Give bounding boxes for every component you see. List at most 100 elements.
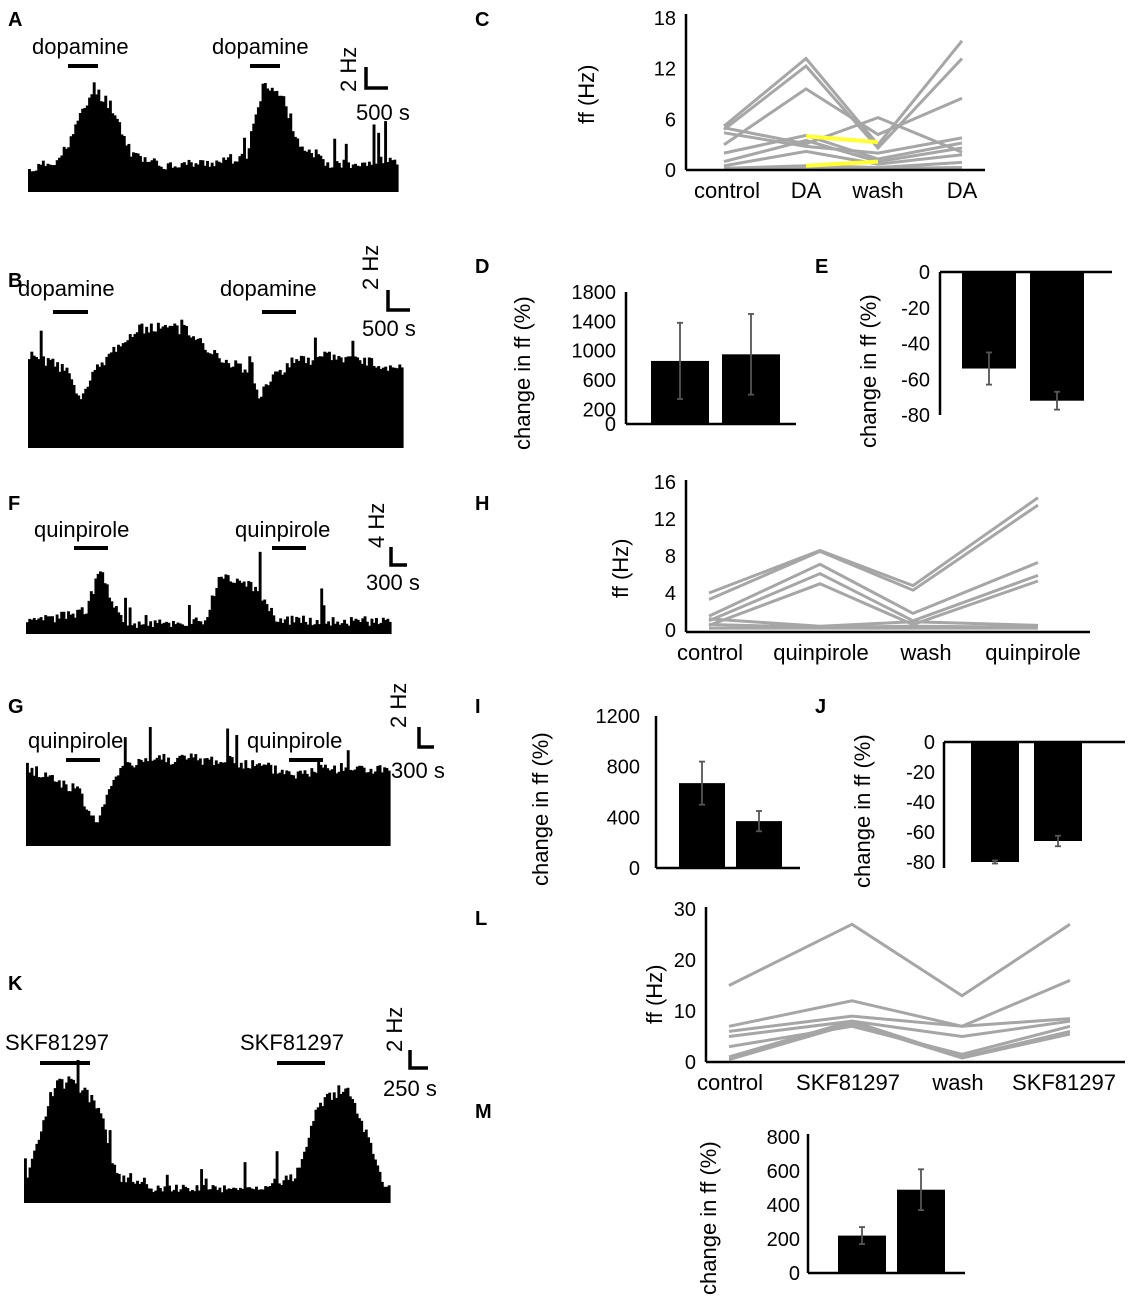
histogram-bin: [250, 362, 254, 448]
histogram-bin: [49, 359, 53, 448]
histogram-bin: [166, 327, 170, 448]
histogram-bin: [83, 1087, 87, 1203]
y-tick-label: 0: [665, 160, 676, 182]
histogram-bin: [262, 386, 266, 448]
histogram-bin: [275, 90, 279, 192]
histogram-bin: [295, 616, 299, 634]
histogram-bin: [326, 768, 330, 846]
histogram-bin: [236, 161, 240, 192]
histogram-bin: [83, 614, 86, 634]
histogram-bin: [369, 1142, 373, 1203]
x-tick-label: DA: [791, 178, 822, 203]
y-tick-label: 600: [583, 370, 616, 392]
panel-f-scale-bar: [389, 547, 407, 567]
histogram-bin: [319, 764, 323, 846]
histogram-bin: [368, 625, 372, 634]
histogram-bin: [123, 737, 127, 846]
histogram-bin: [296, 771, 300, 846]
panel-c-xticks: control DA wash DA: [694, 178, 978, 203]
histogram-bin: [78, 1092, 82, 1203]
histogram-bin: [139, 759, 143, 846]
histogram-bin: [133, 1183, 137, 1203]
histogram-bin: [393, 367, 397, 448]
histogram-bin: [155, 160, 159, 192]
histogram-bin: [114, 351, 118, 448]
histogram-bin: [249, 581, 253, 634]
y-tick-label: 4: [665, 583, 676, 605]
panel-a-scale-y: 2 Hz: [336, 47, 361, 92]
series-line: [728, 979, 1071, 1028]
histogram-bin: [228, 756, 232, 846]
histogram-bin: [169, 626, 173, 634]
histogram-bin: [312, 1121, 316, 1203]
histogram-bin: [275, 1151, 279, 1203]
histogram-bin: [34, 170, 38, 192]
histogram-bin: [185, 164, 189, 192]
histogram-bin: [82, 806, 86, 846]
histogram-bin: [224, 574, 228, 634]
histogram-bin: [96, 822, 100, 846]
panel-b-bars: [28, 319, 404, 448]
histogram-bin: [361, 162, 364, 192]
histogram-bin: [119, 346, 123, 448]
histogram-bin: [195, 1185, 199, 1203]
histogram-bin: [85, 105, 89, 192]
panel-label-a: A: [8, 9, 22, 31]
panel-h-line-chart: ff (Hz) 0 4 8 12 16 control quinpirole wash qui…: [608, 472, 1090, 665]
histogram-bin: [56, 1080, 59, 1203]
histogram-bin: [383, 1186, 387, 1203]
histogram-bin: [117, 612, 121, 634]
histogram-bin: [358, 166, 362, 192]
histogram-bin: [239, 1187, 242, 1203]
histogram-bin: [192, 619, 196, 634]
histogram-bin: [252, 123, 256, 192]
histogram-bin: [250, 1188, 254, 1203]
histogram-bin: [233, 161, 237, 192]
histogram-bin: [172, 1189, 176, 1203]
histogram-bin: [60, 364, 64, 448]
histogram-bin: [203, 165, 207, 192]
histogram-bin: [159, 328, 163, 448]
histogram-bin: [317, 759, 321, 846]
histogram-bin: [85, 613, 89, 634]
panel-h-xticks: control quinpirole wash quinpirole: [677, 640, 1081, 665]
histogram-bin: [339, 1093, 343, 1203]
y-tick-label: 400: [767, 1195, 800, 1217]
histogram-bin: [210, 162, 214, 192]
histogram-bin: [46, 163, 50, 192]
y-tick-label: -60: [901, 369, 930, 391]
series-line: [723, 160, 963, 170]
histogram-bin: [344, 1088, 348, 1203]
panel-d-ylabel: change in ff (%): [510, 296, 535, 450]
histogram-bin: [170, 325, 174, 448]
histogram-bin: [198, 758, 202, 846]
histogram-bin: [188, 1191, 192, 1203]
histogram-bin: [46, 1106, 50, 1203]
panel-label-l: L: [475, 908, 487, 930]
histogram-bin: [296, 138, 300, 192]
histogram-bin: [353, 769, 357, 846]
histogram-bin: [103, 583, 107, 634]
histogram-bin: [219, 576, 223, 634]
histogram-bin: [215, 588, 219, 634]
histogram-bin: [283, 619, 287, 634]
histogram-bin: [264, 764, 268, 846]
panel-label-e: E: [815, 256, 828, 278]
histogram-bin: [395, 368, 399, 448]
panel-c-yticks: 0 6 12 18: [654, 8, 676, 182]
histogram-bin: [55, 614, 59, 634]
histogram-bin: [185, 759, 189, 846]
histogram-bin: [233, 582, 237, 634]
histogram-bin: [263, 599, 267, 634]
histogram-bin: [76, 1059, 80, 1203]
histogram-bin: [162, 622, 166, 634]
histogram-bin: [168, 1185, 171, 1203]
histogram-bin: [276, 621, 280, 634]
histogram-bin: [90, 1094, 94, 1203]
histogram-bin: [122, 136, 126, 192]
histogram-bin: [63, 370, 67, 448]
histogram-bin: [204, 1178, 208, 1203]
histogram-bin: [242, 768, 246, 846]
histogram-bin: [51, 616, 54, 634]
histogram-bin: [367, 772, 371, 846]
